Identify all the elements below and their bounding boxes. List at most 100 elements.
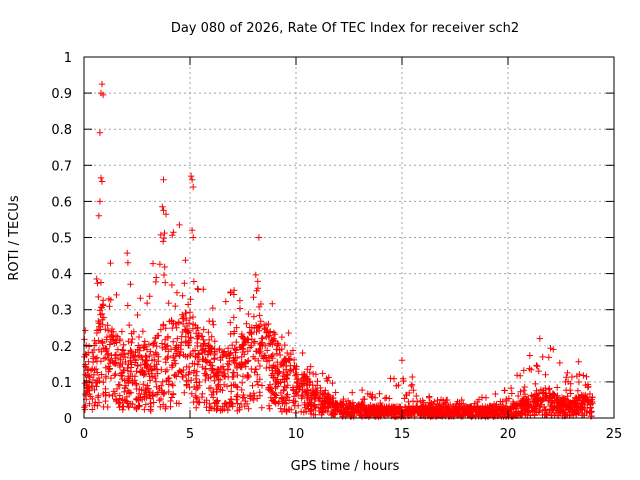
data-point [573,394,580,402]
data-point [157,231,164,239]
data-point [211,354,218,362]
data-point [301,399,308,406]
x-tick-label: 25 [606,427,623,442]
data-point [574,404,582,411]
data-point [98,80,106,88]
data-point [190,278,198,285]
data-point [583,373,590,380]
data-point [165,374,173,382]
data-point [290,386,297,393]
data-point [169,382,177,389]
data-point [295,392,302,399]
data-point [186,384,193,391]
data-point [535,390,543,397]
data-point [187,350,194,358]
data-point [94,280,101,287]
data-point [360,396,367,403]
data-point [304,366,311,373]
data-point [338,401,346,409]
data-point [151,339,158,346]
data-point [534,394,542,401]
data-point [253,328,260,336]
data-point [241,335,248,342]
data-point [521,391,529,398]
data-point [259,335,266,342]
data-point [200,286,207,293]
data-point [248,365,255,373]
data-point [219,387,226,394]
data-point [205,336,213,344]
data-point [457,404,464,411]
data-point [153,383,160,390]
data-point [111,340,118,347]
data-point [533,398,540,406]
data-point [548,395,556,402]
data-point [115,381,122,388]
data-point [546,390,554,397]
data-point [137,295,144,302]
data-point [571,401,578,408]
data-point [521,383,528,391]
data-point [475,411,483,418]
data-point [265,402,273,409]
data-point [90,371,98,378]
data-point [85,372,93,380]
data-point [133,396,140,403]
data-point [92,365,100,373]
data-point [159,378,166,386]
data-point [169,232,176,239]
data-point [166,318,173,325]
data-point [567,406,574,414]
data-point [171,357,178,364]
data-point [363,404,371,411]
data-point [109,392,116,400]
x-tick-label: 20 [500,427,517,442]
data-point [331,404,338,411]
data-point [239,379,246,386]
data-point [436,402,443,410]
data-point [273,350,281,357]
data-point [185,320,193,327]
data-point [220,381,228,388]
data-point [146,293,153,300]
data-point [118,328,126,335]
data-point [82,327,89,334]
data-point [143,394,150,401]
data-point [586,409,593,416]
data-point [224,407,231,414]
data-point [231,345,238,352]
data-point [199,390,206,398]
data-point [518,410,526,417]
data-point [89,395,96,403]
data-point [205,342,212,350]
data-point [81,406,89,413]
data-point [554,392,561,399]
data-point [209,304,216,312]
data-point [287,367,295,374]
data-point [86,387,93,394]
data-point [482,405,489,413]
data-point [513,372,521,379]
data-point [505,395,513,402]
data-point [458,396,465,404]
data-point [162,355,169,363]
data-point [113,385,121,393]
data-point [116,363,124,371]
data-point [304,403,312,410]
data-points [81,80,596,421]
data-point [409,373,416,381]
data-point [253,287,260,294]
data-point [176,352,183,359]
data-point [255,303,263,311]
data-point [405,398,412,406]
data-point [95,212,102,219]
data-point [241,402,248,410]
data-point [508,411,515,418]
data-point [467,410,475,418]
data-point [103,336,110,343]
data-point [170,338,177,345]
data-point [173,348,181,355]
data-point [221,373,229,380]
data-point [170,229,177,236]
data-point [547,345,554,352]
